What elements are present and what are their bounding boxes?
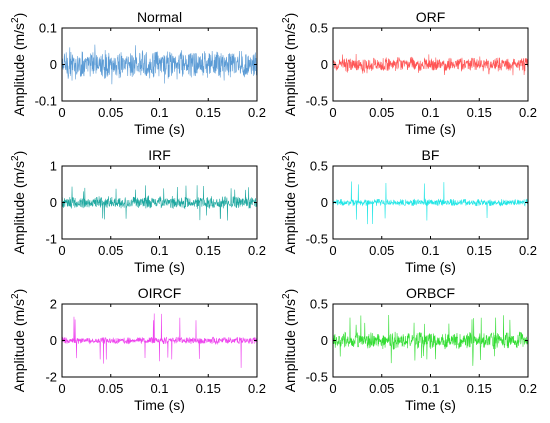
series-line [333,54,528,76]
x-tick-label: 0.15 [196,381,221,396]
y-axis-label: Amplitude (m/s2) [281,289,298,393]
x-axis-label: Time (s) [134,121,185,137]
y-tick-label: 0.1 [39,21,57,36]
x-tick-label: 0 [58,381,65,396]
x-tick-label: 0 [329,105,336,120]
x-tick-label: 0 [58,243,65,258]
x-tick-label: 0.2 [519,243,537,258]
y-tick-label: -0.5 [306,370,328,385]
series-line [62,313,257,368]
x-tick-label: 0.1 [421,243,439,258]
y-tick-label: 0 [50,57,57,72]
series-line [62,185,257,221]
y-tick-label: -0.5 [306,232,328,247]
y-tick-label: -1 [45,232,57,247]
series-line [333,181,528,225]
x-tick-label: 0.05 [369,243,394,258]
y-tick-label: 1 [50,159,57,174]
y-axis-label: Amplitude (m/s2) [281,151,298,255]
x-axis-label: Time (s) [405,259,456,275]
x-axis-label: Time (s) [134,397,185,413]
x-tick-label: 0.15 [467,105,492,120]
x-tick-label: 0.2 [248,381,266,396]
y-axis-label: Amplitude (m/s2) [281,13,298,117]
chart-title: BF [422,147,440,163]
y-tick-label: 0 [321,57,328,72]
y-tick-label: 0.5 [310,297,328,312]
y-axis-label: Amplitude (m/s2) [10,289,27,393]
x-axis-label: Time (s) [405,121,456,137]
chart-title: Normal [137,9,182,25]
y-tick-label: -0.1 [35,94,57,109]
x-tick-label: 0.15 [196,243,221,258]
y-tick-label: 0.5 [310,21,328,36]
chart-title: ORBCF [406,285,455,301]
y-tick-label: 0 [321,195,328,210]
x-tick-label: 0.15 [467,243,492,258]
y-tick-label: 0.5 [310,159,328,174]
x-tick-label: 0.05 [369,381,394,396]
y-axis-label: Amplitude (m/s2) [10,151,27,255]
y-tick-label: 0 [321,333,328,348]
x-tick-label: 0.05 [98,105,123,120]
chart-title: IRF [148,147,171,163]
x-tick-label: 0 [329,243,336,258]
x-tick-label: 0.1 [150,105,168,120]
x-tick-label: 0.15 [196,105,221,120]
x-tick-label: 0 [329,381,336,396]
x-tick-label: 0.1 [150,243,168,258]
chart-title: ORF [416,9,446,25]
series-line [62,44,257,85]
x-tick-label: 0 [58,105,65,120]
x-tick-label: 0.1 [150,381,168,396]
x-axis-label: Time (s) [405,397,456,413]
x-tick-label: 0.1 [421,381,439,396]
y-tick-label: 0 [50,333,57,348]
x-tick-label: 0.2 [248,105,266,120]
x-tick-label: 0.2 [248,243,266,258]
chart-title: OIRCF [138,285,182,301]
x-tick-label: 0.2 [519,381,537,396]
x-tick-label: 0.05 [369,105,394,120]
x-tick-label: 0.05 [98,381,123,396]
series-line [333,314,528,366]
axes-box [332,165,529,240]
x-tick-label: 0.15 [467,381,492,396]
y-tick-label: 0 [50,195,57,210]
x-tick-label: 0.2 [519,105,537,120]
y-axis-label: Amplitude (m/s2) [10,13,27,117]
y-tick-label: 2 [50,297,57,312]
y-tick-label: -2 [45,370,57,385]
x-tick-label: 0.05 [98,243,123,258]
x-axis-label: Time (s) [134,259,185,275]
x-tick-label: 0.1 [421,105,439,120]
y-tick-label: -0.5 [306,94,328,109]
